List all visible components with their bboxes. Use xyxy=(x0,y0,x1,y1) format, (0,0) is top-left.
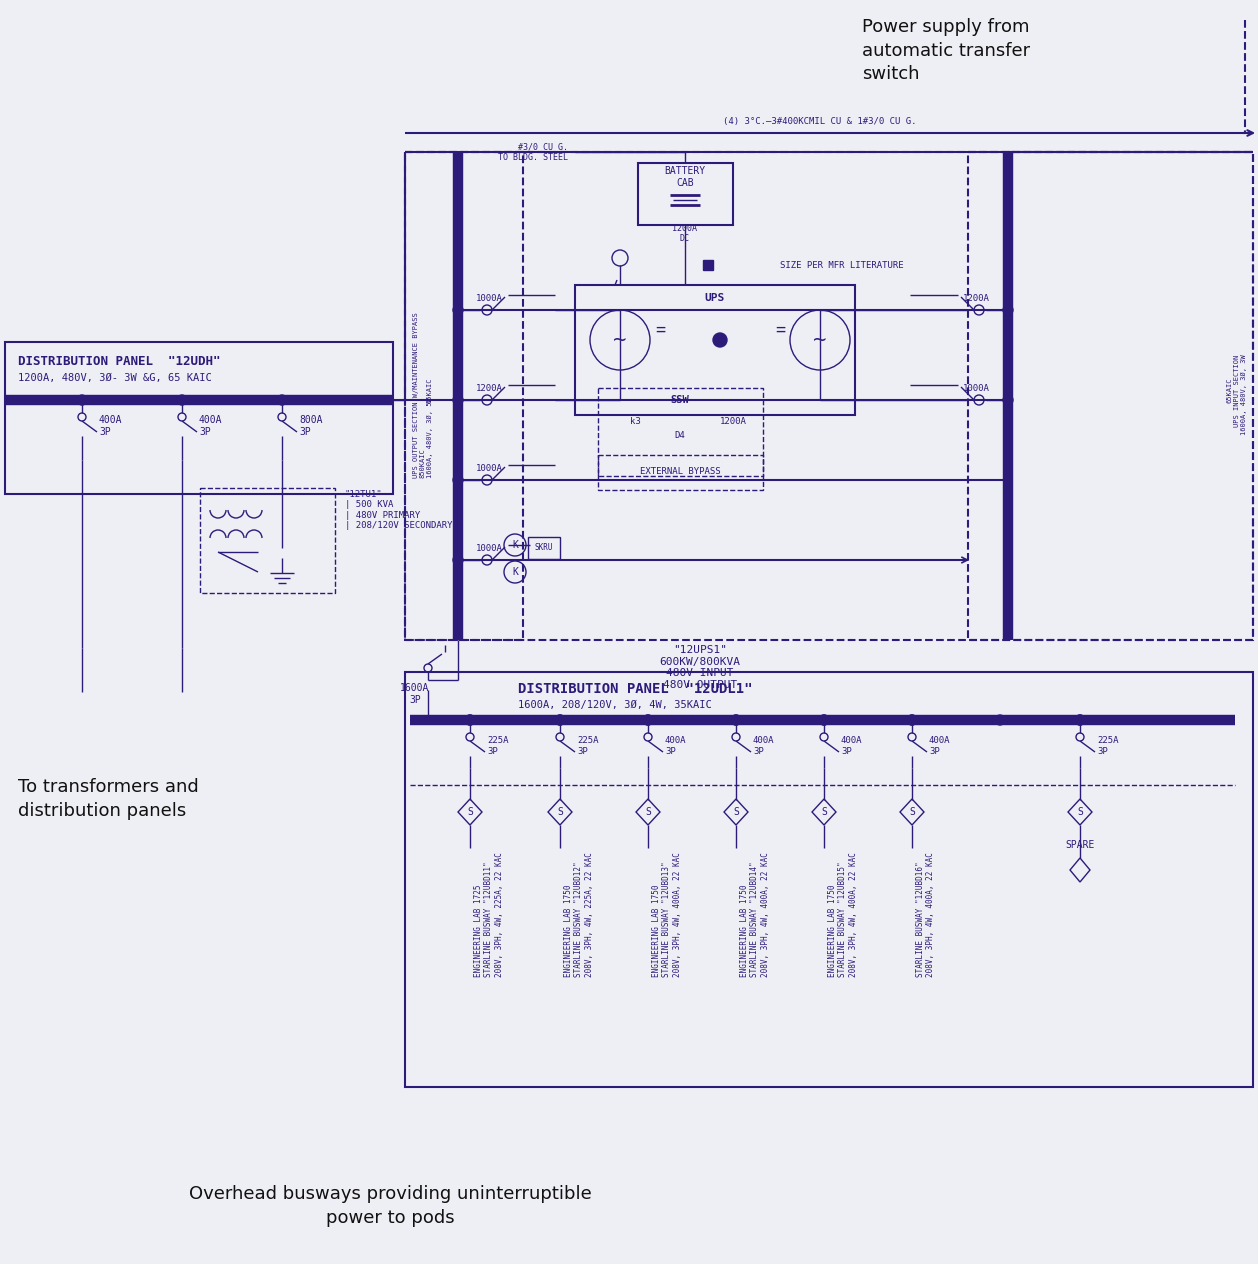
Circle shape xyxy=(731,715,741,726)
Text: S: S xyxy=(910,806,915,817)
Text: S: S xyxy=(557,806,562,817)
Circle shape xyxy=(907,715,917,726)
Text: 400A
3P: 400A 3P xyxy=(754,737,775,756)
Text: =: = xyxy=(775,321,785,339)
Text: 225A
3P: 225A 3P xyxy=(487,737,508,756)
Bar xyxy=(200,488,335,593)
Text: STARLINE BUSWAY "12UBD16"
208V, 3PH, 4W, 400A, 22 KAC: STARLINE BUSWAY "12UBD16" 208V, 3PH, 4W,… xyxy=(916,852,936,977)
Circle shape xyxy=(77,394,87,404)
Text: UPS INPUT SECTION
1600A, 480V, 3Ø, 3W: UPS INPUT SECTION 1600A, 480V, 3Ø, 3W xyxy=(1234,355,1247,435)
Circle shape xyxy=(1076,715,1084,726)
Text: 800A
3P: 800A 3P xyxy=(299,415,322,437)
Text: 400A
3P: 400A 3P xyxy=(99,415,122,437)
Circle shape xyxy=(819,715,829,726)
Bar xyxy=(598,455,764,490)
Bar xyxy=(967,152,1253,640)
Text: 400A
3P: 400A 3P xyxy=(665,737,687,756)
Text: 400A
3P: 400A 3P xyxy=(928,737,951,756)
Text: EXTERNAL BYPASS: EXTERNAL BYPASS xyxy=(639,468,721,477)
Text: k3: k3 xyxy=(630,417,640,426)
Circle shape xyxy=(907,715,917,726)
Bar xyxy=(703,260,713,270)
Text: (4) 3°C.–3#400KCMIL CU & 1#3/0 CU G.: (4) 3°C.–3#400KCMIL CU & 1#3/0 CU G. xyxy=(723,118,917,126)
Bar xyxy=(528,537,560,559)
Circle shape xyxy=(1003,394,1013,404)
Circle shape xyxy=(453,475,463,485)
Circle shape xyxy=(453,555,463,565)
Circle shape xyxy=(453,394,463,404)
Text: S: S xyxy=(645,806,650,817)
Circle shape xyxy=(731,715,741,726)
Text: 1000A: 1000A xyxy=(476,544,503,554)
Circle shape xyxy=(1003,305,1013,315)
Text: DISTRIBUTION PANEL  "12UDL1": DISTRIBUTION PANEL "12UDL1" xyxy=(518,683,752,696)
Bar xyxy=(575,284,855,415)
Text: 1200A, 480V, 3Ø- 3W &G, 65 KAIC: 1200A, 480V, 3Ø- 3W &G, 65 KAIC xyxy=(18,373,211,383)
Circle shape xyxy=(277,394,287,404)
Text: "12TU1"
| 500 KVA
| 480V PRIMARY
| 208/120V SECONDARY: "12TU1" | 500 KVA | 480V PRIMARY | 208/1… xyxy=(345,490,453,530)
Text: ENGINEERING LAB 1750
STARLINE BUSWAY "12UBD12"
208V, 3PH, 4W, 225A, 22 KAC: ENGINEERING LAB 1750 STARLINE BUSWAY "12… xyxy=(564,852,594,977)
Text: S: S xyxy=(821,806,827,817)
Circle shape xyxy=(555,715,565,726)
Text: ENGINEERING LAB 1750
STARLINE BUSWAY "12UBD13"
208V, 3PH, 4W, 400A, 22 KAC: ENGINEERING LAB 1750 STARLINE BUSWAY "12… xyxy=(652,852,682,977)
Circle shape xyxy=(177,394,187,404)
Text: 1000A: 1000A xyxy=(476,464,503,473)
Circle shape xyxy=(713,332,727,348)
Text: ~: ~ xyxy=(614,330,626,350)
Circle shape xyxy=(995,715,1005,726)
Text: 65KAIC: 65KAIC xyxy=(426,377,433,403)
Text: 225A
3P: 225A 3P xyxy=(1097,737,1118,756)
Text: #3/0 CU G.
TO BLDG. STEEL: #3/0 CU G. TO BLDG. STEEL xyxy=(498,143,569,162)
Circle shape xyxy=(465,715,476,726)
Bar xyxy=(5,343,392,494)
Text: Overhead busways providing uninterruptible
power to pods: Overhead busways providing uninterruptib… xyxy=(189,1186,591,1226)
Text: 400A
3P: 400A 3P xyxy=(199,415,223,437)
Text: UPS OUTPUT SECTION W/MAINTENANCE BYPASS
850KAIC
1600A, 480V, 3Ø, 5W: UPS OUTPUT SECTION W/MAINTENANCE BYPASS … xyxy=(413,312,433,478)
Bar xyxy=(405,152,1253,640)
Bar xyxy=(638,163,733,225)
Text: S: S xyxy=(733,806,738,817)
Text: Power supply from
automatic transfer
switch: Power supply from automatic transfer swi… xyxy=(862,18,1030,83)
Circle shape xyxy=(555,715,565,726)
Text: SIZE PER MFR LITERATURE: SIZE PER MFR LITERATURE xyxy=(780,260,903,269)
Bar xyxy=(405,672,1253,1087)
Text: 1600A, 208/120V, 3Ø, 4W, 35KAIC: 1600A, 208/120V, 3Ø, 4W, 35KAIC xyxy=(518,700,712,710)
Text: ENGINEERING LAB 1750
STARLINE BUSWAY "12UBD15"
208V, 3PH, 4W, 400A, 22 KAC: ENGINEERING LAB 1750 STARLINE BUSWAY "12… xyxy=(828,852,858,977)
Text: =: = xyxy=(655,321,665,339)
Text: 1200A: 1200A xyxy=(720,417,747,426)
Circle shape xyxy=(819,715,829,726)
Text: To transformers and
distribution panels: To transformers and distribution panels xyxy=(18,779,199,819)
Text: S: S xyxy=(467,806,473,817)
Circle shape xyxy=(465,715,476,726)
Text: SPARE: SPARE xyxy=(1066,841,1094,849)
Text: 400A
3P: 400A 3P xyxy=(842,737,863,756)
Text: 1200A
DC: 1200A DC xyxy=(673,224,697,244)
Text: K: K xyxy=(512,568,518,576)
Text: "12UPS1"
600KW/800KVA
480V INPUT
480V OUTPUT: "12UPS1" 600KW/800KVA 480V INPUT 480V OU… xyxy=(659,645,741,690)
Text: 225A
3P: 225A 3P xyxy=(577,737,599,756)
Circle shape xyxy=(643,715,653,726)
Circle shape xyxy=(643,715,653,726)
Text: UPS: UPS xyxy=(704,293,725,303)
Text: 1200A: 1200A xyxy=(964,295,990,303)
Text: 1000A: 1000A xyxy=(476,295,503,303)
Text: 1000A: 1000A xyxy=(964,384,990,393)
Bar xyxy=(405,152,523,640)
Text: K: K xyxy=(512,540,518,550)
Text: 1200A: 1200A xyxy=(476,384,503,393)
Text: ENGINEERING LAB 1750
STARLINE BUSWAY "12UBD14"
208V, 3PH, 4W, 400A, 22 KAC: ENGINEERING LAB 1750 STARLINE BUSWAY "12… xyxy=(740,852,770,977)
Bar xyxy=(598,388,764,477)
Text: SSW: SSW xyxy=(671,394,689,404)
Text: SKRU: SKRU xyxy=(535,544,554,552)
Text: ~: ~ xyxy=(814,330,827,350)
Text: 1600A
3P: 1600A 3P xyxy=(400,683,430,704)
Text: 65KAIC: 65KAIC xyxy=(1227,377,1233,403)
Text: DISTRIBUTION PANEL  "12UDH": DISTRIBUTION PANEL "12UDH" xyxy=(18,355,220,368)
Text: ENGINEERING LAB 1725
STARLINE BUSWAY "12UBD11"
208V, 3PH, 4W, 225A, 22 KAC: ENGINEERING LAB 1725 STARLINE BUSWAY "12… xyxy=(474,852,503,977)
Circle shape xyxy=(453,305,463,315)
Text: S: S xyxy=(1077,806,1083,817)
Text: BATTERY
CAB: BATTERY CAB xyxy=(664,166,706,187)
Text: D4: D4 xyxy=(674,431,686,440)
Circle shape xyxy=(1076,715,1084,726)
